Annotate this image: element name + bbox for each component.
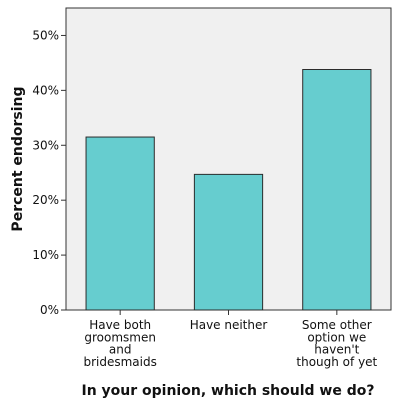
x-category-label: Some other option we haven't though of yet — [296, 318, 377, 369]
x-category-label-line: groomsmen — [84, 330, 156, 344]
y-tick-label: 20% — [32, 193, 59, 207]
bar — [193, 173, 264, 311]
x-category-label-line: Some other — [302, 318, 372, 332]
x-category-label-line: Have neither — [190, 318, 268, 332]
x-axis-title: In your opinion, which should we do? — [81, 383, 374, 399]
x-category-label: Have both groomsmen and bridesmaids — [83, 318, 156, 369]
bar — [85, 136, 155, 311]
bars — [85, 68, 372, 311]
y-tick-label: 50% — [32, 28, 59, 42]
y-tick-label: 10% — [32, 248, 59, 262]
x-category-label-line: haven't — [314, 343, 359, 357]
x-category-label-line: Have both — [89, 318, 151, 332]
x-category-label-line: bridesmaids — [83, 355, 156, 369]
x-category-label-line: option we — [307, 330, 366, 344]
y-axis: 0% 10% 20% 30% 40% 50% — [32, 28, 66, 317]
x-category-label: Have neither — [190, 318, 268, 332]
y-tick-label: 0% — [40, 303, 59, 317]
x-category-label-line: though of yet — [296, 355, 377, 369]
y-tick-label: 40% — [32, 83, 59, 97]
bar — [302, 68, 372, 311]
x-axis: Have both groomsmen and bridesmaids Have nei… — [83, 310, 378, 369]
y-tick-label: 30% — [32, 138, 59, 152]
x-category-label-line: and — [109, 343, 132, 357]
y-axis-title: Percent endorsing — [10, 86, 26, 231]
